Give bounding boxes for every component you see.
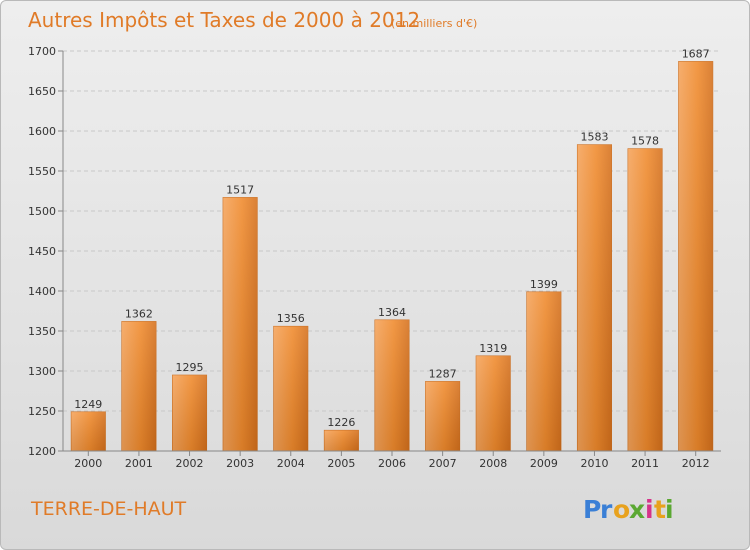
- bar-shade-2011: [627, 148, 663, 451]
- value-label-2009: 1399: [530, 278, 558, 291]
- y-tick-label: 1250: [28, 405, 56, 418]
- x-tick-label-2012: 2012: [682, 457, 710, 470]
- value-label-2008: 1319: [479, 342, 507, 355]
- x-tick-label-2003: 2003: [226, 457, 254, 470]
- value-label-2002: 1295: [176, 361, 204, 374]
- logo-letter-3: x: [629, 495, 645, 524]
- bar-shade-2005: [324, 430, 359, 451]
- value-label-2001: 1362: [125, 307, 153, 320]
- x-tick-label-2007: 2007: [429, 457, 457, 470]
- place-name: TERRE-DE-HAUT: [30, 498, 187, 520]
- chart-subtitle: (en milliers d'€): [391, 17, 477, 30]
- x-tick-label-2011: 2011: [631, 457, 659, 470]
- x-tick-label-2004: 2004: [277, 457, 305, 470]
- y-tick-label: 1450: [28, 245, 56, 258]
- bar-shade-2012: [678, 61, 713, 452]
- logo-letter-6: i: [665, 495, 674, 524]
- y-tick-label: 1400: [28, 285, 56, 298]
- value-label-2004: 1356: [277, 312, 305, 325]
- value-label-2007: 1287: [429, 367, 457, 380]
- x-tick-label-2001: 2001: [125, 457, 153, 470]
- bar-shade-2009: [526, 291, 562, 451]
- bar-shade-2006: [374, 319, 410, 451]
- x-tick-label-2010: 2010: [580, 457, 608, 470]
- y-tick-label: 1350: [28, 325, 56, 338]
- value-label-2011: 1578: [631, 135, 659, 148]
- x-tick-label-2002: 2002: [176, 457, 204, 470]
- bar-shade-2007: [425, 381, 460, 451]
- logo-letter-1: r: [600, 495, 613, 524]
- bar-shade-2001: [121, 321, 157, 451]
- y-tick-label: 1700: [28, 45, 56, 58]
- y-tick-label: 1600: [28, 125, 56, 138]
- axes: 1200 1250 1300 1350 1400 1450 1500 1550 1600 1650…: [28, 45, 721, 470]
- y-tick-label: 1550: [28, 165, 56, 178]
- bar-shade-2010: [577, 144, 612, 451]
- value-label-2006: 1364: [378, 306, 406, 319]
- bar-shade-2003: [222, 197, 258, 451]
- bar-shade-2002: [172, 375, 207, 451]
- y-tick-label: 1300: [28, 365, 56, 378]
- value-label-2005: 1226: [327, 416, 355, 429]
- logo-letter-4: i: [645, 495, 654, 524]
- y-tick-label: 1650: [28, 85, 56, 98]
- value-label-2000: 1249: [74, 398, 102, 411]
- x-tick-label-2009: 2009: [530, 457, 558, 470]
- value-label-2003: 1517: [226, 183, 254, 196]
- value-label-2010: 1583: [580, 131, 608, 144]
- logo-letter-5: t: [654, 495, 666, 524]
- value-label-2012: 1687: [682, 47, 710, 60]
- bars: 1249 1362 1295 1517 1356 1226 1364 1287 1319 1399…: [70, 47, 714, 452]
- logo-letter-0: P: [583, 495, 601, 524]
- x-tick-label-2005: 2005: [327, 457, 355, 470]
- x-tick-label-2006: 2006: [378, 457, 406, 470]
- x-tick-label-2008: 2008: [479, 457, 507, 470]
- proxiti-logo: Pr ox i t i: [583, 495, 674, 524]
- bar-shade-2008: [476, 355, 511, 451]
- chart-title: Autres Impôts et Taxes de 2000 à 2012: [28, 8, 420, 32]
- logo-letter-2: o: [613, 495, 630, 524]
- bar-shade-2004: [273, 326, 308, 451]
- bar-shade-2000: [71, 411, 106, 451]
- x-tick-label-2000: 2000: [74, 457, 102, 470]
- y-tick-label: 1500: [28, 205, 56, 218]
- y-tick-label: 1200: [28, 445, 56, 458]
